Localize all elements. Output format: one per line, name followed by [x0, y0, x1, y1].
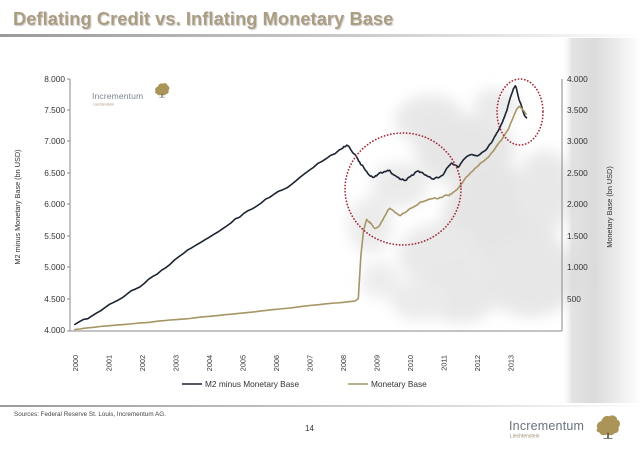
svg-text:5.000: 5.000	[44, 262, 65, 272]
svg-text:5.500: 5.500	[44, 231, 65, 241]
svg-text:2.000: 2.000	[567, 199, 588, 209]
svg-text:2007: 2007	[306, 355, 315, 371]
svg-text:7.000: 7.000	[44, 136, 65, 146]
svg-text:6.000: 6.000	[44, 199, 65, 209]
svg-text:4.500: 4.500	[44, 294, 65, 304]
svg-text:2.500: 2.500	[567, 168, 588, 178]
svg-text:4.000: 4.000	[567, 74, 588, 84]
svg-text:1.500: 1.500	[567, 231, 588, 241]
svg-text:3.000: 3.000	[567, 136, 588, 146]
svg-text:2009: 2009	[373, 355, 382, 371]
svg-text:2003: 2003	[172, 355, 181, 371]
svg-text:1.000: 1.000	[567, 262, 588, 272]
svg-text:M2 minus Monetary Base (bn USD: M2 minus Monetary Base (bn USD)	[13, 149, 22, 264]
svg-text:2000: 2000	[71, 355, 80, 371]
svg-text:Liechtenstein: Liechtenstein	[510, 434, 540, 440]
svg-text:8.000: 8.000	[44, 74, 65, 84]
svg-text:2011: 2011	[440, 355, 449, 371]
svg-text:2006: 2006	[272, 355, 281, 371]
svg-text:2012: 2012	[473, 355, 482, 371]
svg-text:Incrementum: Incrementum	[509, 419, 584, 433]
svg-text:2010: 2010	[406, 355, 415, 371]
svg-text:500: 500	[567, 294, 581, 304]
svg-text:2013: 2013	[507, 355, 516, 371]
svg-text:6.500: 6.500	[44, 168, 65, 178]
svg-text:Monetary Base: Monetary Base	[371, 379, 427, 389]
svg-text:2001: 2001	[105, 355, 114, 371]
svg-text:7.500: 7.500	[44, 105, 65, 115]
svg-text:M2 minus Monetary Base: M2 minus Monetary Base	[205, 379, 299, 389]
svg-text:Monetary Base (bn USD): Monetary Base (bn USD)	[605, 166, 614, 248]
svg-text:2008: 2008	[339, 355, 348, 371]
svg-text:Liechtenstein: Liechtenstein	[93, 103, 114, 107]
svg-text:Incrementum: Incrementum	[92, 91, 143, 101]
svg-text:3.500: 3.500	[567, 105, 588, 115]
svg-text:2005: 2005	[239, 355, 248, 371]
svg-text:2004: 2004	[205, 355, 214, 371]
svg-text:2002: 2002	[138, 355, 147, 371]
svg-text:4.000: 4.000	[44, 325, 65, 335]
